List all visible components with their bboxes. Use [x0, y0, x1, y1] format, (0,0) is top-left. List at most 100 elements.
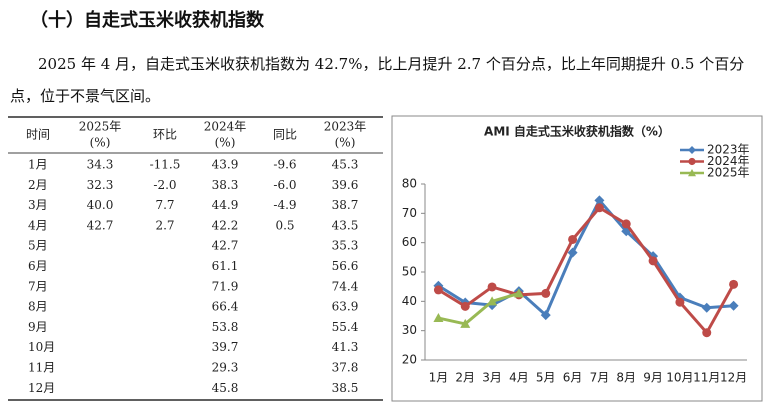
legend-label: 2024年	[707, 154, 750, 168]
table-cell: 2月	[28, 178, 48, 192]
table-header: (%)	[90, 136, 111, 150]
table-cell: 55.4	[332, 320, 359, 334]
chart-frame	[391, 115, 763, 402]
table-cell: 41.3	[332, 340, 359, 354]
data-point	[513, 288, 524, 298]
table-cell: -11.5	[150, 158, 181, 172]
table-cell: 66.4	[212, 300, 239, 314]
data-point	[729, 279, 739, 289]
data-point	[433, 313, 444, 323]
table-cell: 56.6	[332, 259, 359, 273]
data-point	[567, 247, 578, 258]
series-line	[438, 291, 520, 326]
y-tick-label: 30	[402, 323, 417, 337]
table-header: 2025年	[79, 120, 122, 134]
table-header: 时间	[26, 128, 50, 142]
table-cell: 40.0	[87, 198, 114, 212]
y-tick-label: 40	[402, 294, 417, 308]
legend-label: 2025年	[707, 166, 750, 180]
x-tick-label: 8月	[616, 371, 636, 385]
table-cell: 74.4	[332, 279, 359, 293]
paragraph: 2025 年 4 月，自走式玉米收获机指数为 42.7%，比上月提升 2.7 个…	[10, 55, 745, 105]
table-cell: 61.1	[212, 259, 239, 273]
legend-marker	[688, 146, 696, 154]
data-point	[648, 256, 658, 266]
table-header: 2024年	[204, 120, 247, 134]
y-tick-label: 20	[402, 353, 417, 367]
table-cell: 38.5	[332, 381, 359, 395]
x-tick-label: 7月	[590, 371, 610, 385]
table-cell: 45.8	[212, 381, 239, 395]
table-header: (%)	[215, 136, 236, 150]
table-cell: 45.3	[332, 158, 359, 172]
x-tick-label: 4月	[509, 371, 529, 385]
legend-marker	[688, 169, 696, 177]
data-point	[487, 296, 498, 306]
table-cell: 8月	[28, 300, 48, 314]
table-header: 环比	[153, 128, 177, 142]
table-cell: 29.3	[212, 361, 239, 375]
data-point	[460, 318, 471, 328]
x-tick-label: 11月	[693, 371, 720, 385]
table-cell: -9.6	[273, 158, 296, 172]
x-tick-label: 6月	[563, 371, 583, 385]
x-tick-label: 10月	[666, 371, 693, 385]
legend-label: 2023年	[707, 143, 750, 157]
y-tick-label: 70	[402, 206, 417, 220]
table-cell: 38.7	[332, 198, 359, 212]
table-cell: 53.8	[212, 320, 239, 334]
table-cell: 39.7	[212, 340, 239, 354]
table-cell: 7.7	[155, 198, 174, 212]
x-tick-label: 12月	[720, 371, 747, 385]
table-cell: 0.5	[275, 218, 294, 232]
table-cell: 39.6	[332, 178, 359, 192]
data-point	[594, 203, 604, 213]
table-cell: 38.3	[212, 178, 239, 192]
x-tick-label: 1月	[429, 371, 449, 385]
table-cell: 42.2	[212, 218, 239, 232]
table-cell: 63.9	[332, 300, 359, 314]
table-cell: 71.9	[212, 279, 239, 293]
table-cell: 35.3	[332, 239, 359, 253]
x-tick-label: 3月	[482, 371, 502, 385]
table-cell: 44.9	[212, 198, 239, 212]
data-point	[621, 219, 631, 229]
data-point	[541, 288, 551, 298]
y-tick-label: 60	[402, 235, 417, 249]
table-cell: 4月	[28, 218, 48, 232]
x-tick-label: 9月	[643, 371, 663, 385]
y-tick-label: 80	[402, 177, 417, 191]
table-cell: 42.7	[87, 218, 114, 232]
table-header: 同比	[273, 128, 297, 142]
table-cell: -2.0	[153, 178, 176, 192]
table-cell: 43.5	[332, 218, 359, 232]
table-cell: 5月	[28, 239, 48, 253]
data-point	[702, 328, 712, 338]
table-header: (%)	[335, 136, 356, 150]
y-tick-label: 50	[402, 265, 417, 279]
table-cell: 37.8	[332, 361, 359, 375]
section-title: （十）自走式玉米收获机指数	[30, 10, 264, 31]
table-cell: 3月	[28, 198, 48, 212]
data-point	[487, 282, 497, 292]
data-point	[460, 301, 470, 311]
table-cell: -6.0	[273, 178, 296, 192]
table-cell: -4.9	[273, 198, 296, 212]
table-cell: 42.7	[212, 239, 239, 253]
data-point	[675, 297, 685, 307]
data-point	[568, 234, 578, 244]
data-point	[433, 285, 443, 295]
x-tick-label: 5月	[536, 371, 556, 385]
table-cell: 9月	[28, 320, 48, 334]
table-cell: 11月	[28, 361, 55, 375]
table-cell: 12月	[28, 381, 55, 395]
table-cell: 7月	[28, 279, 48, 293]
table-cell: 1月	[28, 158, 48, 172]
table-cell: 2.7	[155, 218, 174, 232]
legend-marker	[688, 157, 696, 166]
table-header: 2023年	[324, 120, 367, 134]
table-cell: 6月	[28, 259, 48, 273]
data-point	[594, 195, 605, 206]
